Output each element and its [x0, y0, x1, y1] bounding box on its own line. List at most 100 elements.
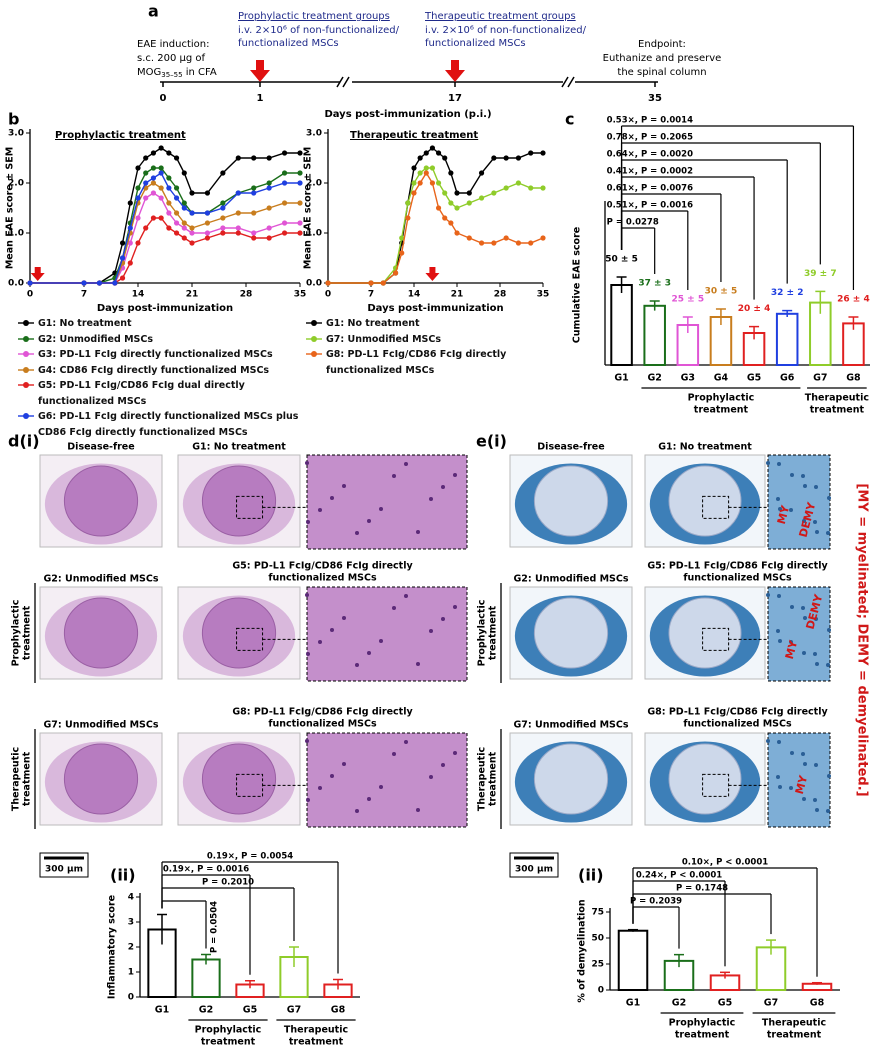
data-point: [204, 230, 211, 236]
x-tick-label: G2: [199, 1005, 213, 1016]
group-label: Therapeutic: [284, 1025, 348, 1036]
group-label: treatment: [201, 1037, 256, 1048]
data-point: [135, 240, 141, 246]
zoom-texture: [305, 739, 309, 743]
group-label: Prophylactic: [195, 1025, 262, 1036]
comparison-label: P = 0.2010: [202, 878, 254, 888]
timeline-heading: Prophylactic treatment groups: [238, 11, 390, 22]
legend-dot: [23, 413, 29, 419]
panel-letter: c: [565, 110, 574, 129]
zoom-texture: [815, 662, 819, 666]
data-point: [411, 165, 417, 171]
series-line: [328, 171, 544, 284]
data-point: [297, 170, 303, 176]
data-point: [429, 180, 436, 186]
zoom-texture: [306, 520, 310, 524]
legend-marker: [18, 335, 34, 342]
zoom-texture: [355, 531, 359, 535]
zoom-texture: [404, 740, 408, 744]
timeline-axis: [160, 76, 658, 88]
zoom-image: [306, 454, 468, 550]
x-axis-label: Days post-immunization: [367, 303, 503, 314]
data-point: [411, 190, 417, 196]
treatment-arrow: [30, 267, 45, 281]
x-tick-label: G7: [813, 373, 827, 384]
data-point: [166, 185, 172, 191]
timeline-subscript: 35–55: [161, 71, 182, 79]
legend-entry: G4: CD86 FcIg directly functionalized MS…: [18, 363, 303, 379]
legend-marker: [18, 366, 34, 373]
data-point: [150, 215, 157, 221]
data-point: [392, 270, 399, 276]
comparison-label: 0.51×, P = 0.0016: [607, 201, 693, 211]
value-label: 50 ± 5: [605, 255, 638, 265]
bar: [643, 304, 666, 366]
zoom-texture: [404, 594, 408, 598]
zoom-image: [767, 586, 831, 682]
legend: G1: No treatment G2: Unmodified MSCs G3: P…: [18, 316, 303, 440]
legend-entry: G1: No treatment: [306, 316, 571, 332]
tissue: [533, 743, 609, 815]
zoom-texture: [777, 740, 781, 744]
timeline-text: the spinal column: [617, 67, 706, 78]
data-point: [173, 210, 180, 216]
data-point: [220, 225, 226, 231]
data-point: [491, 155, 497, 161]
tissue: [533, 465, 609, 537]
data-point: [158, 215, 164, 221]
y-tick-label: 2.0: [306, 179, 322, 189]
y-tick-label: 1.0: [306, 229, 322, 239]
x-tick-label: G1: [155, 1005, 169, 1016]
data-point: [266, 205, 272, 211]
data-point: [266, 185, 272, 191]
x-tick-label: G2: [672, 998, 686, 1009]
data-point: [399, 250, 405, 256]
comparison-label: 0.10×, P < 0.0001: [682, 858, 768, 868]
comparison-label: 0.78×, P = 0.2065: [607, 133, 693, 143]
data-point: [143, 180, 149, 186]
timeline-text: i.v. 2×10⁶ of non-functionalized/: [425, 25, 587, 36]
tissue: [668, 743, 742, 815]
zoom-texture: [441, 617, 445, 621]
series-line: [30, 167, 300, 284]
row-label: treatment: [488, 605, 499, 660]
legend-marker: [306, 351, 322, 357]
data-point: [150, 165, 157, 171]
x-tick-label: G8: [810, 998, 825, 1009]
y-tick-label: 50: [591, 934, 604, 944]
comparison-label: P = 0.1748: [676, 884, 728, 894]
data-point: [429, 145, 436, 151]
legend-entry: G5: PD-L1 FcIg/CD86 FcIg dual directly f…: [18, 378, 303, 409]
tissue: [63, 465, 139, 537]
panel-letter: e(i): [476, 432, 507, 451]
data-point: [189, 190, 195, 196]
comparison-label: 0.64×, P = 0.0020: [607, 150, 693, 160]
bar: [617, 929, 649, 991]
data-point: [405, 200, 411, 206]
data-point: [417, 170, 423, 176]
zoom-texture: [429, 775, 433, 779]
zoom-texture: [777, 462, 781, 466]
legend: G1: No treatment G7: Unmodified MSCs G8: P…: [306, 316, 571, 378]
zoom-image: [767, 732, 831, 828]
x-tick-label: 21: [451, 290, 464, 300]
zoom-texture: [813, 798, 817, 802]
legend-entry: G3: PD-L1 FcIg directly functionalized M…: [18, 347, 303, 363]
data-point: [173, 220, 180, 226]
data-point: [189, 240, 195, 246]
data-point: [166, 200, 172, 206]
timeline-tick-label: 17: [448, 93, 462, 104]
y-tick-label: 2: [128, 943, 134, 953]
data-point: [251, 235, 257, 241]
timeline-tick-label: 0: [160, 93, 167, 104]
value-label: 26 ± 4: [837, 295, 870, 305]
data-point: [435, 180, 442, 186]
zoom-texture: [790, 473, 794, 477]
data-point: [158, 145, 164, 151]
y-axis-label: Cumulative EAE score: [572, 227, 583, 343]
zoom-texture: [802, 797, 806, 801]
data-point: [143, 170, 149, 176]
zoom-texture: [379, 639, 383, 643]
zoom-texture: [801, 474, 805, 478]
legend-label: G3: PD-L1 FcIg directly functionalized M…: [38, 349, 273, 360]
